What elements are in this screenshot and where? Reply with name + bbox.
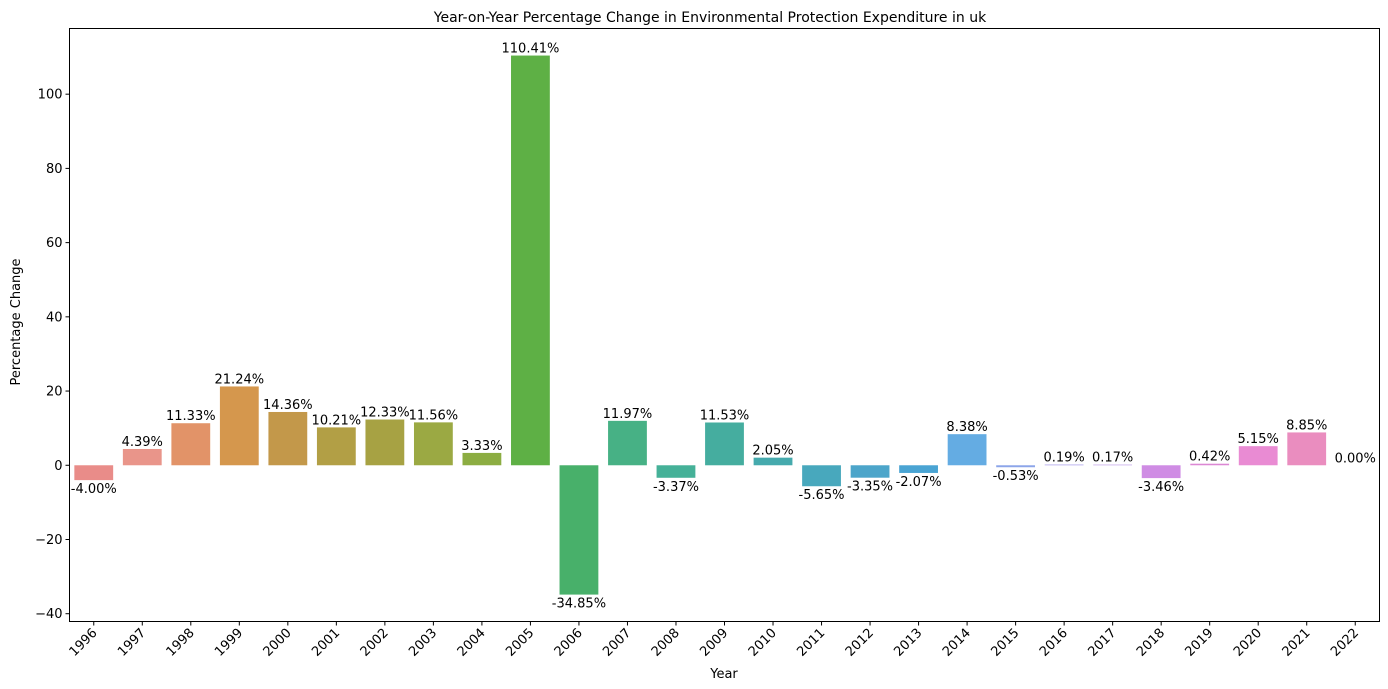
data-label-2022: 0.00% xyxy=(1335,451,1376,466)
y-tick-label-60: 60 xyxy=(46,236,63,251)
data-label-2013: -2.07% xyxy=(896,475,942,490)
x-tick-label-2020: 2020 xyxy=(1231,626,1265,660)
bar-2019 xyxy=(1190,463,1230,466)
x-tick-label-2003: 2003 xyxy=(406,626,440,660)
y-tick-label-0: 0 xyxy=(54,459,62,474)
data-label-2003: 11.56% xyxy=(409,408,459,423)
bar-1996 xyxy=(74,465,114,481)
data-label-2011: -5.65% xyxy=(799,488,845,503)
data-label-2019: 0.42% xyxy=(1189,450,1230,465)
x-tick-label-1998: 1998 xyxy=(164,626,198,660)
data-label-2012: -3.35% xyxy=(847,480,893,495)
x-tick-label-2018: 2018 xyxy=(1134,626,1168,660)
bar-2020 xyxy=(1238,446,1278,466)
x-tick-label-2021: 2021 xyxy=(1280,626,1314,660)
plot-frame xyxy=(69,28,1380,622)
bar-2014 xyxy=(947,434,987,466)
y-tick-label-40: 40 xyxy=(46,310,63,325)
x-tick-label-2022: 2022 xyxy=(1328,626,1362,660)
bar-2011 xyxy=(802,465,841,487)
x-tick-label-2017: 2017 xyxy=(1085,626,1119,660)
x-tick-label-1996: 1996 xyxy=(67,626,101,660)
x-tick-label-1999: 1999 xyxy=(212,626,246,660)
x-tick-label-2011: 2011 xyxy=(794,626,828,660)
y-tick-label-20: 20 xyxy=(46,385,63,400)
bar-2010 xyxy=(753,457,793,466)
x-axis: 1996 1997 1998 1999 2000 2001 2002 2003 2004 2005… xyxy=(67,621,1362,660)
data-label-2006: -34.85% xyxy=(552,597,606,612)
y-axis: −40 −20 0 20 40 60 80 100 xyxy=(35,88,70,622)
bar-2012 xyxy=(850,465,890,478)
data-label-2015: -0.53% xyxy=(993,469,1039,484)
data-label-2008: -3.37% xyxy=(653,480,699,495)
data-label-2007: 11.97% xyxy=(603,407,653,422)
x-tick-label-2014: 2014 xyxy=(940,626,974,660)
x-tick-label-2009: 2009 xyxy=(697,626,731,660)
data-label-1997: 4.39% xyxy=(122,435,163,450)
data-labels-group: -4.00% 4.39%11.33% 21.24% 14.36%10.21%12.33… xyxy=(71,42,1376,612)
x-tick-label-2010: 2010 xyxy=(746,626,780,660)
x-tick-label-2019: 2019 xyxy=(1183,626,1217,660)
bar-2008 xyxy=(656,465,696,478)
data-label-2014: 8.38% xyxy=(946,420,987,435)
bar-2004 xyxy=(462,452,502,466)
data-label-2010: 2.05% xyxy=(752,444,793,459)
data-label-2017: 0.17% xyxy=(1092,451,1133,466)
x-tick-label-2016: 2016 xyxy=(1037,626,1071,660)
x-tick-label-2012: 2012 xyxy=(843,626,877,660)
y-axis-label: Percentage Change xyxy=(9,258,24,385)
x-tick-label-2006: 2006 xyxy=(552,626,586,660)
data-label-2004: 3.33% xyxy=(461,439,502,454)
bar-1999 xyxy=(219,386,259,466)
data-label-2005: 110.41% xyxy=(502,42,560,57)
bar-1997 xyxy=(122,448,162,466)
bar-2021 xyxy=(1287,432,1327,466)
bar-1998 xyxy=(171,423,211,466)
x-axis-label: Year xyxy=(709,667,738,682)
x-tick-label-2002: 2002 xyxy=(358,626,392,660)
x-tick-label-2013: 2013 xyxy=(891,626,925,660)
bar-2013 xyxy=(899,465,938,473)
bar-2003 xyxy=(413,422,453,466)
bar-2007 xyxy=(608,420,647,466)
x-tick-label-2007: 2007 xyxy=(600,626,634,660)
y-tick-label--20: −20 xyxy=(35,533,62,548)
data-label-2016: 0.19% xyxy=(1043,451,1084,466)
data-label-2021: 8.85% xyxy=(1286,418,1327,433)
data-label-1999: 21.24% xyxy=(215,372,265,387)
x-tick-label-1997: 1997 xyxy=(115,626,149,660)
data-label-2020: 5.15% xyxy=(1238,432,1279,447)
data-label-1996: -4.00% xyxy=(71,482,117,497)
bar-2002 xyxy=(365,419,405,466)
bar-2000 xyxy=(268,411,308,466)
data-label-2018: -3.46% xyxy=(1138,480,1184,495)
bar-2018 xyxy=(1141,465,1181,479)
x-tick-label-2000: 2000 xyxy=(261,626,295,660)
data-label-2000: 14.36% xyxy=(263,398,313,413)
chart-title: Year-on-Year Percentage Change in Enviro… xyxy=(433,10,987,26)
bar-2017 xyxy=(1093,464,1133,466)
bars-group xyxy=(74,55,1327,595)
data-label-2001: 10.21% xyxy=(312,413,362,428)
bar-2005 xyxy=(511,55,550,466)
bar-2016 xyxy=(1044,464,1084,466)
data-label-2002: 12.33% xyxy=(360,406,410,421)
bar-2015 xyxy=(996,465,1036,468)
bar-2009 xyxy=(705,422,744,466)
bar-2006 xyxy=(559,465,599,595)
bar-2001 xyxy=(316,427,356,466)
x-tick-label-2015: 2015 xyxy=(988,626,1022,660)
y-tick-label-80: 80 xyxy=(46,162,63,177)
x-tick-label-2005: 2005 xyxy=(503,626,537,660)
x-tick-label-2001: 2001 xyxy=(309,626,343,660)
data-label-1998: 11.33% xyxy=(166,409,216,424)
x-tick-label-2004: 2004 xyxy=(455,626,489,660)
y-tick-label--40: −40 xyxy=(35,607,62,622)
x-tick-label-2008: 2008 xyxy=(649,626,683,660)
data-label-2009: 11.53% xyxy=(700,408,750,423)
y-tick-label-100: 100 xyxy=(38,88,63,103)
